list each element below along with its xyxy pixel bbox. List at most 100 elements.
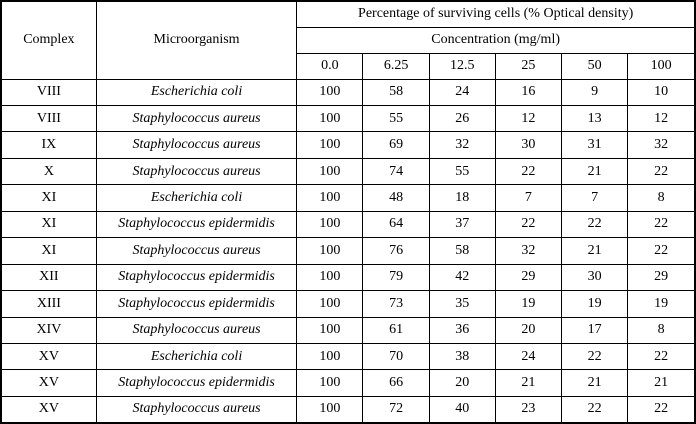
value-cell: 32 [428, 131, 496, 159]
value-cell: 17 [560, 316, 629, 345]
complex-cell: XI [0, 237, 97, 265]
complex-cell: VIII [0, 78, 97, 106]
microorganism-cell: Staphylococcus aureus [95, 316, 298, 345]
complex-cell: XI [0, 184, 97, 212]
header-row-title: Complex Microorganism Percentage of surv… [0, 0, 696, 80]
value-cell: 12 [627, 104, 696, 133]
value-cell: 29 [494, 263, 563, 292]
value-cell: 7 [560, 184, 629, 212]
value-cell: 10 [627, 78, 696, 106]
value-cell: 69 [362, 131, 430, 159]
value-cell: 20 [494, 316, 563, 345]
value-cell: 70 [362, 343, 430, 371]
table-row: XI Escherichia coli 100 48 18 7 7 8 [0, 184, 696, 212]
value-cell: 66 [362, 369, 430, 397]
table-row: XIV Staphylococcus aureus 100 61 36 20 17 8 [0, 316, 696, 345]
value-cell: 13 [560, 104, 629, 133]
value-cell: 64 [362, 210, 430, 239]
value-cell: 22 [494, 210, 563, 239]
table-row: XV Staphylococcus epidermidis 100 66 20 21 21 2… [0, 369, 696, 397]
value-cell: 100 [296, 131, 364, 159]
table-row: XI Staphylococcus aureus 100 76 58 32 21 22 [0, 237, 696, 265]
microorganism-cell: Staphylococcus epidermidis [95, 210, 298, 239]
value-cell: 26 [428, 104, 496, 133]
value-cell: 100 [296, 104, 364, 133]
value-cell: 22 [560, 343, 629, 371]
value-cell: 19 [560, 290, 629, 318]
value-cell: 8 [627, 316, 696, 345]
value-cell: 40 [428, 395, 496, 424]
value-cell: 29 [627, 263, 696, 292]
value-cell: 16 [494, 78, 563, 106]
microorganism-cell: Staphylococcus epidermidis [95, 290, 298, 318]
value-cell: 32 [627, 131, 696, 159]
table-row: VIII Escherichia coli 100 58 24 16 9 10 [0, 78, 696, 106]
value-cell: 55 [362, 104, 430, 133]
value-cell: 30 [494, 131, 563, 159]
complex-cell: X [0, 157, 97, 186]
value-cell: 36 [428, 316, 496, 345]
concentration-values-row: 0.0 6.25 12.5 25 50 100 [1, 52, 696, 80]
value-cell: 100 [296, 184, 364, 212]
value-cell: 100 [296, 157, 364, 186]
value-cell: 22 [627, 210, 696, 239]
value-cell: 100 [296, 395, 364, 424]
value-cell: 55 [428, 157, 496, 186]
header-row-concentration: Concentration (mg/ml) [1, 26, 696, 54]
value-cell: 73 [362, 290, 430, 318]
value-cell: 100 [296, 316, 364, 345]
table-row: VIII Staphylococcus aureus 100 55 26 12 13 12 [0, 104, 696, 133]
table-title: Percentage of surviving cells (% Optical… [296, 0, 696, 28]
value-cell: 100 [296, 343, 364, 371]
value-cell: 72 [362, 395, 430, 424]
value-cell: 42 [428, 263, 496, 292]
value-cell: 100 [296, 369, 364, 397]
microorganism-cell: Escherichia coli [95, 184, 298, 212]
value-cell: 100 [296, 290, 364, 318]
complex-cell: XIII [0, 290, 97, 318]
value-cell: 37 [428, 210, 496, 239]
value-cell: 58 [362, 78, 430, 106]
concentration-column-header: 25 [494, 52, 563, 80]
complex-cell: XV [0, 343, 97, 371]
microorganism-cell: Staphylococcus aureus [95, 104, 298, 133]
concentration-column-header: 100 [627, 52, 696, 80]
value-cell: 12 [494, 104, 563, 133]
complex-cell: XIV [0, 316, 97, 345]
value-cell: 100 [296, 263, 364, 292]
table-row: XII Staphylococcus epidermidis 100 79 42 29 30… [0, 263, 696, 292]
value-cell: 21 [560, 237, 629, 265]
value-cell: 79 [362, 263, 430, 292]
table-row: XI Staphylococcus epidermidis 100 64 37 22 22 2… [0, 210, 696, 239]
value-cell: 24 [494, 343, 563, 371]
value-cell: 100 [296, 78, 364, 106]
value-cell: 74 [362, 157, 430, 186]
concentration-column-header: 6.25 [362, 52, 430, 80]
value-cell: 7 [494, 184, 563, 212]
value-cell: 22 [627, 395, 696, 424]
value-cell: 21 [627, 369, 696, 397]
value-cell: 31 [560, 131, 629, 159]
column-header-complex: Complex [0, 0, 97, 80]
value-cell: 9 [560, 78, 629, 106]
table-header: Complex Microorganism Percentage of surv… [0, 0, 696, 80]
complex-cell: VIII [0, 104, 97, 133]
value-cell: 23 [494, 395, 563, 424]
value-cell: 32 [494, 237, 563, 265]
concentration-column-header: 0.0 [296, 52, 364, 80]
value-cell: 18 [428, 184, 496, 212]
microorganism-cell: Staphylococcus aureus [95, 395, 298, 424]
value-cell: 76 [362, 237, 430, 265]
microorganism-cell: Staphylococcus aureus [95, 131, 298, 159]
table-row: XIII Staphylococcus epidermidis 100 73 35 19 1… [0, 290, 696, 318]
table-body: VIII Escherichia coli 100 58 24 16 9 10 VIII Stap… [0, 78, 696, 424]
complex-cell: XII [0, 263, 97, 292]
table-row: X Staphylococcus aureus 100 74 55 22 21 22 [0, 157, 696, 186]
microorganism-cell: Escherichia coli [95, 343, 298, 371]
concentration-column-header: 12.5 [428, 52, 496, 80]
microorganism-cell: Escherichia coli [95, 78, 298, 106]
microorganism-cell: Staphylococcus aureus [95, 157, 298, 186]
value-cell: 58 [428, 237, 496, 265]
value-cell: 22 [627, 237, 696, 265]
